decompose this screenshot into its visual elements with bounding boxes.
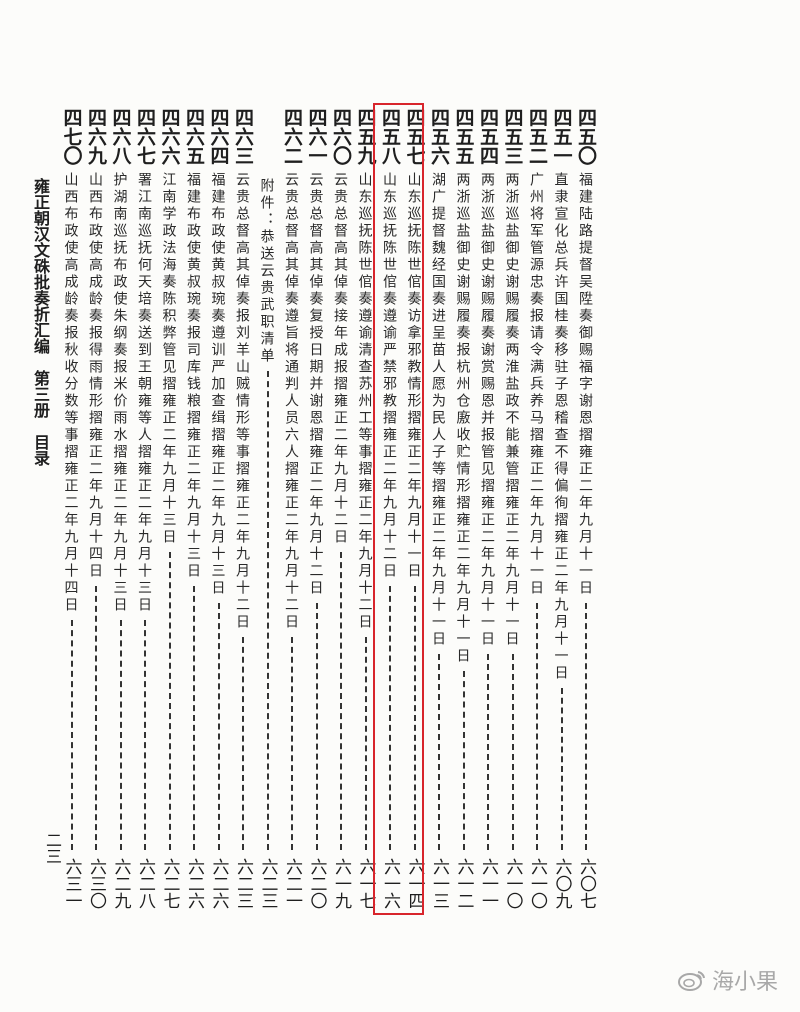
entry-title: 云贵总督高其倬奏遵旨将通判人员六人摺雍正二年九月十二日 — [283, 172, 299, 631]
entry-page: 六二三 — [233, 858, 253, 909]
entry-title: 山东巡抚陈世倌奏访拿邪教情形摺雍正二年九月十一日 — [405, 172, 422, 580]
leader-dots — [438, 654, 440, 850]
entry-title: 两浙巡盐御史谢赐履奏报杭州仓廒收贮情形摺雍正二年九月十一日 — [454, 172, 471, 665]
leader-dots — [266, 371, 269, 850]
entry-number: 四六〇 — [330, 108, 352, 165]
entry-page: 六一四 — [404, 858, 425, 909]
entry-number: 四五六 — [428, 108, 450, 165]
leader-dots — [193, 586, 195, 850]
entry-page: 六一七 — [355, 858, 376, 909]
watermark: 海小果 — [677, 964, 778, 996]
leader-dots — [144, 620, 146, 850]
entry-number: 四六二 — [281, 108, 303, 165]
entry-title: 云贵总督高其倬奏复授日期并谢恩摺雍正二年九月十二日 — [307, 172, 324, 597]
leader-dots — [364, 637, 367, 850]
leader-dots — [291, 637, 293, 850]
leader-dots — [560, 688, 563, 850]
entry-title: 直隶宣化总兵许国桂奏移驻子恩稽查不得偏徇摺雍正二年九月十一日 — [552, 172, 569, 682]
entry-title: 护湖南巡抚布政使朱纲奏报米价雨水摺雍正二年九月十三日 — [111, 172, 128, 614]
side-title: 雍正朝汉文硃批奏折汇编 第三册 目录 — [31, 178, 50, 466]
entry-title: 两浙巡盐御史谢赐履奏两淮盐政不能兼管摺雍正二年九月十一日 — [503, 172, 520, 648]
leader-dots — [413, 586, 416, 850]
entry-page: 六二三 — [257, 858, 278, 909]
highlight-box — [373, 103, 424, 915]
entry-page: 六三一 — [61, 858, 82, 909]
entry-page: 六一六 — [380, 858, 400, 909]
entry-page: 六二六 — [208, 858, 229, 909]
entry-number: 四五八 — [379, 108, 401, 165]
entry-title: 广州将军管源忠奏报请令满兵养马摺雍正二年九月十一日 — [528, 172, 544, 597]
leader-dots — [389, 586, 391, 850]
entry-page: 六一〇 — [527, 858, 547, 909]
entry-number: 四六六 — [158, 108, 181, 165]
leader-dots — [168, 552, 171, 850]
entry-title: 山西布政使高成龄奏报秋收分数等事摺雍正二年九月十四日 — [62, 172, 79, 614]
entry-number: 四五九 — [354, 108, 377, 165]
entry-page: 六二六 — [184, 858, 204, 909]
leader-dots — [462, 671, 465, 850]
entry-page: 六一〇 — [502, 858, 523, 909]
entry-title: 湖广提督魏经国奏进呈苗人愿为民人子等摺雍正二年九月十一日 — [430, 172, 446, 648]
entry-title: 山西布政使高成龄奏报得雨情形摺雍正二年九月十四日 — [87, 172, 103, 580]
entry-title: 两浙巡盐御史谢赐履奏谢赏赐恩并报管见摺雍正二年九月十一日 — [479, 172, 495, 648]
entry-number: 四五五 — [452, 108, 475, 165]
entry-title: 云贵总督高其倬奏接年成报摺雍正二年九月十二日 — [332, 172, 348, 546]
entry-page: 六一一 — [478, 858, 498, 909]
entry-number: 四六五 — [183, 108, 205, 165]
leader-dots — [217, 603, 220, 850]
entry-number: 四六八 — [109, 108, 132, 165]
leader-dots — [95, 586, 97, 850]
entry-page: 六〇七 — [576, 858, 596, 909]
entry-page: 六二一 — [282, 858, 302, 909]
entry-number: 四六三 — [232, 108, 254, 165]
entry-page: 六一三 — [429, 858, 449, 909]
entry-title: 福建陆路提督吴陞奏御赐福字谢恩摺雍正二年九月十一日 — [577, 172, 593, 597]
entry-number: 四五二 — [526, 108, 548, 165]
entry-page: 六二八 — [135, 858, 155, 909]
leader-dots — [242, 637, 244, 850]
entry-number: 四七〇 — [60, 108, 83, 165]
leader-dots — [119, 620, 122, 850]
page-number: 二三 — [43, 832, 62, 864]
entry-title: 江南学政法海奏陈积弊管见摺雍正二年九月十三日 — [160, 172, 177, 546]
entry-number: 四六一 — [305, 108, 328, 165]
entry-title: 福建布政使黄叔琬奏遵训严加查缉摺雍正二年九月十三日 — [209, 172, 226, 597]
entry-number: 四五一 — [550, 108, 573, 165]
entry-number: 四五〇 — [575, 108, 597, 165]
weibo-icon — [677, 971, 705, 991]
entry-title: 山东巡抚陈世倌奏遵谕严禁邪教摺雍正二年九月十二日 — [381, 172, 397, 580]
entry-page: 六二七 — [159, 858, 180, 909]
entry-title: 附件：恭送云贵武职清单 — [258, 178, 275, 365]
entry-page: 六二九 — [110, 858, 131, 909]
entry-number: 四六四 — [207, 108, 230, 165]
entry-page: 六〇九 — [551, 858, 572, 909]
leader-dots — [315, 603, 318, 850]
entry-title: 署江南巡抚何天培奏送到王朝雍等人摺雍正二年九月十三日 — [136, 172, 152, 614]
entry-number: 四六七 — [134, 108, 156, 165]
leader-dots — [511, 654, 514, 850]
entry-number: 四五三 — [501, 108, 524, 165]
entry-number: 四五四 — [477, 108, 499, 165]
leader-dots — [340, 552, 342, 850]
entry-page: 六三〇 — [86, 858, 106, 909]
watermark-text: 海小果 — [711, 970, 778, 995]
leader-dots — [536, 603, 538, 850]
entry-page: 六一九 — [331, 858, 351, 909]
entry-number: 四六九 — [85, 108, 107, 165]
entry-title: 福建布政使黄叔琬奏报司库钱粮摺雍正二年九月十三日 — [185, 172, 201, 580]
entry-title: 山东巡抚陈世倌奏遵谕清查苏州工等事摺雍正二年九月十二日 — [356, 172, 373, 631]
entry-number: 四五七 — [403, 108, 426, 165]
leader-dots — [70, 620, 73, 850]
leader-dots — [487, 654, 489, 850]
entry-page: 六一二 — [453, 858, 474, 909]
entry-page: 六二〇 — [306, 858, 327, 909]
leader-dots — [585, 603, 587, 850]
entry-title: 云贵总督高其倬奏报刘羊山贼情形等事摺雍正二年九月十二日 — [234, 172, 250, 631]
